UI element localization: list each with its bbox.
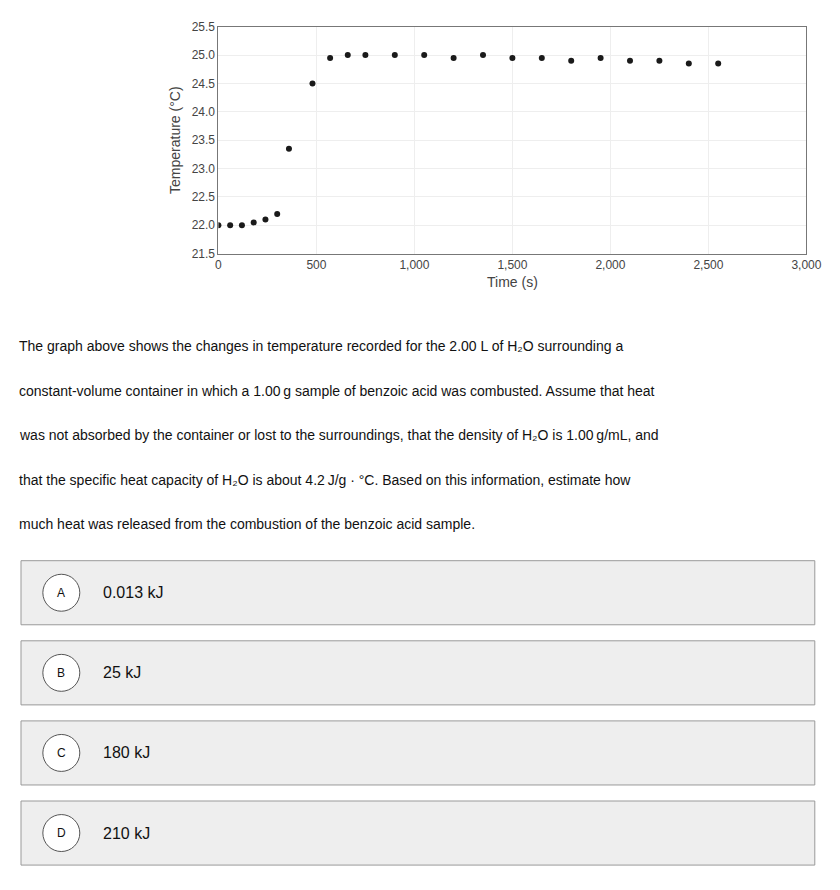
svg-text:25 kJ: 25 kJ [103,664,141,681]
svg-text:24.0: 24.0 [192,105,216,119]
svg-text:2,500: 2,500 [693,258,723,272]
svg-text:Time (s): Time (s) [487,274,538,290]
svg-text:much heat was released from th: much heat was released from the combusti… [19,516,475,532]
svg-text:D: D [57,826,66,840]
svg-text:0: 0 [215,258,222,272]
svg-text:constant-volume container in w: constant-volume container in which a 1.0… [19,383,655,399]
svg-text:C: C [57,746,66,760]
svg-text:21.5: 21.5 [192,247,216,261]
svg-text:23.0: 23.0 [192,162,216,176]
svg-text:25.0: 25.0 [192,48,216,62]
svg-text:22.5: 22.5 [192,190,216,204]
svg-text:A: A [57,586,65,600]
svg-text:1,500: 1,500 [497,258,527,272]
svg-text:was not absorbed by the contai: was not absorbed by the container or los… [19,427,659,443]
svg-text:22.0: 22.0 [192,218,216,232]
svg-text:25.5: 25.5 [192,20,216,34]
svg-text:180 kJ: 180 kJ [103,744,150,761]
svg-text:1,000: 1,000 [399,258,429,272]
svg-text:500: 500 [306,258,326,272]
svg-text:23.5: 23.5 [192,133,216,147]
svg-text:2,000: 2,000 [595,258,625,272]
svg-text:210 kJ: 210 kJ [103,825,150,842]
svg-text:B: B [57,666,65,680]
svg-text:that the specific heat capacit: that the specific heat capacity of H₂O i… [19,472,631,488]
svg-text:The graph above shows the chan: The graph above shows the changes in tem… [19,338,623,354]
svg-text:24.5: 24.5 [192,77,216,91]
svg-text:3,000: 3,000 [791,258,821,272]
svg-text:Temperature (°C): Temperature (°C) [167,86,183,194]
svg-text:0.013 kJ: 0.013 kJ [103,584,163,601]
